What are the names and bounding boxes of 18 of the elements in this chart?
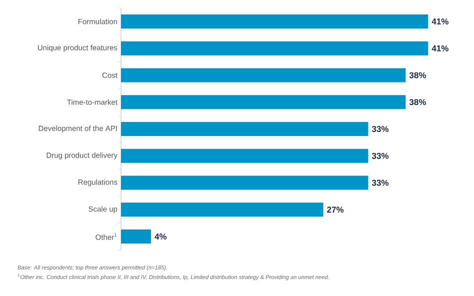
data-label: 41%	[432, 18, 448, 24]
data-label: 33%	[372, 152, 389, 159]
data-label: 33%	[372, 126, 389, 132]
bar	[121, 176, 368, 190]
bar	[121, 14, 428, 28]
bar	[121, 202, 324, 217]
data-label: 27%	[327, 206, 344, 213]
data-label: 33%	[372, 180, 389, 186]
bar	[121, 68, 406, 82]
data-label: 38%	[409, 72, 426, 78]
data-label: 4%	[154, 234, 167, 240]
bar	[121, 95, 406, 110]
data-label: 41%	[432, 45, 448, 52]
bar	[121, 122, 368, 136]
bar	[121, 148, 368, 163]
bar	[121, 41, 428, 56]
data-label: 38%	[409, 99, 426, 106]
bar	[121, 230, 151, 244]
